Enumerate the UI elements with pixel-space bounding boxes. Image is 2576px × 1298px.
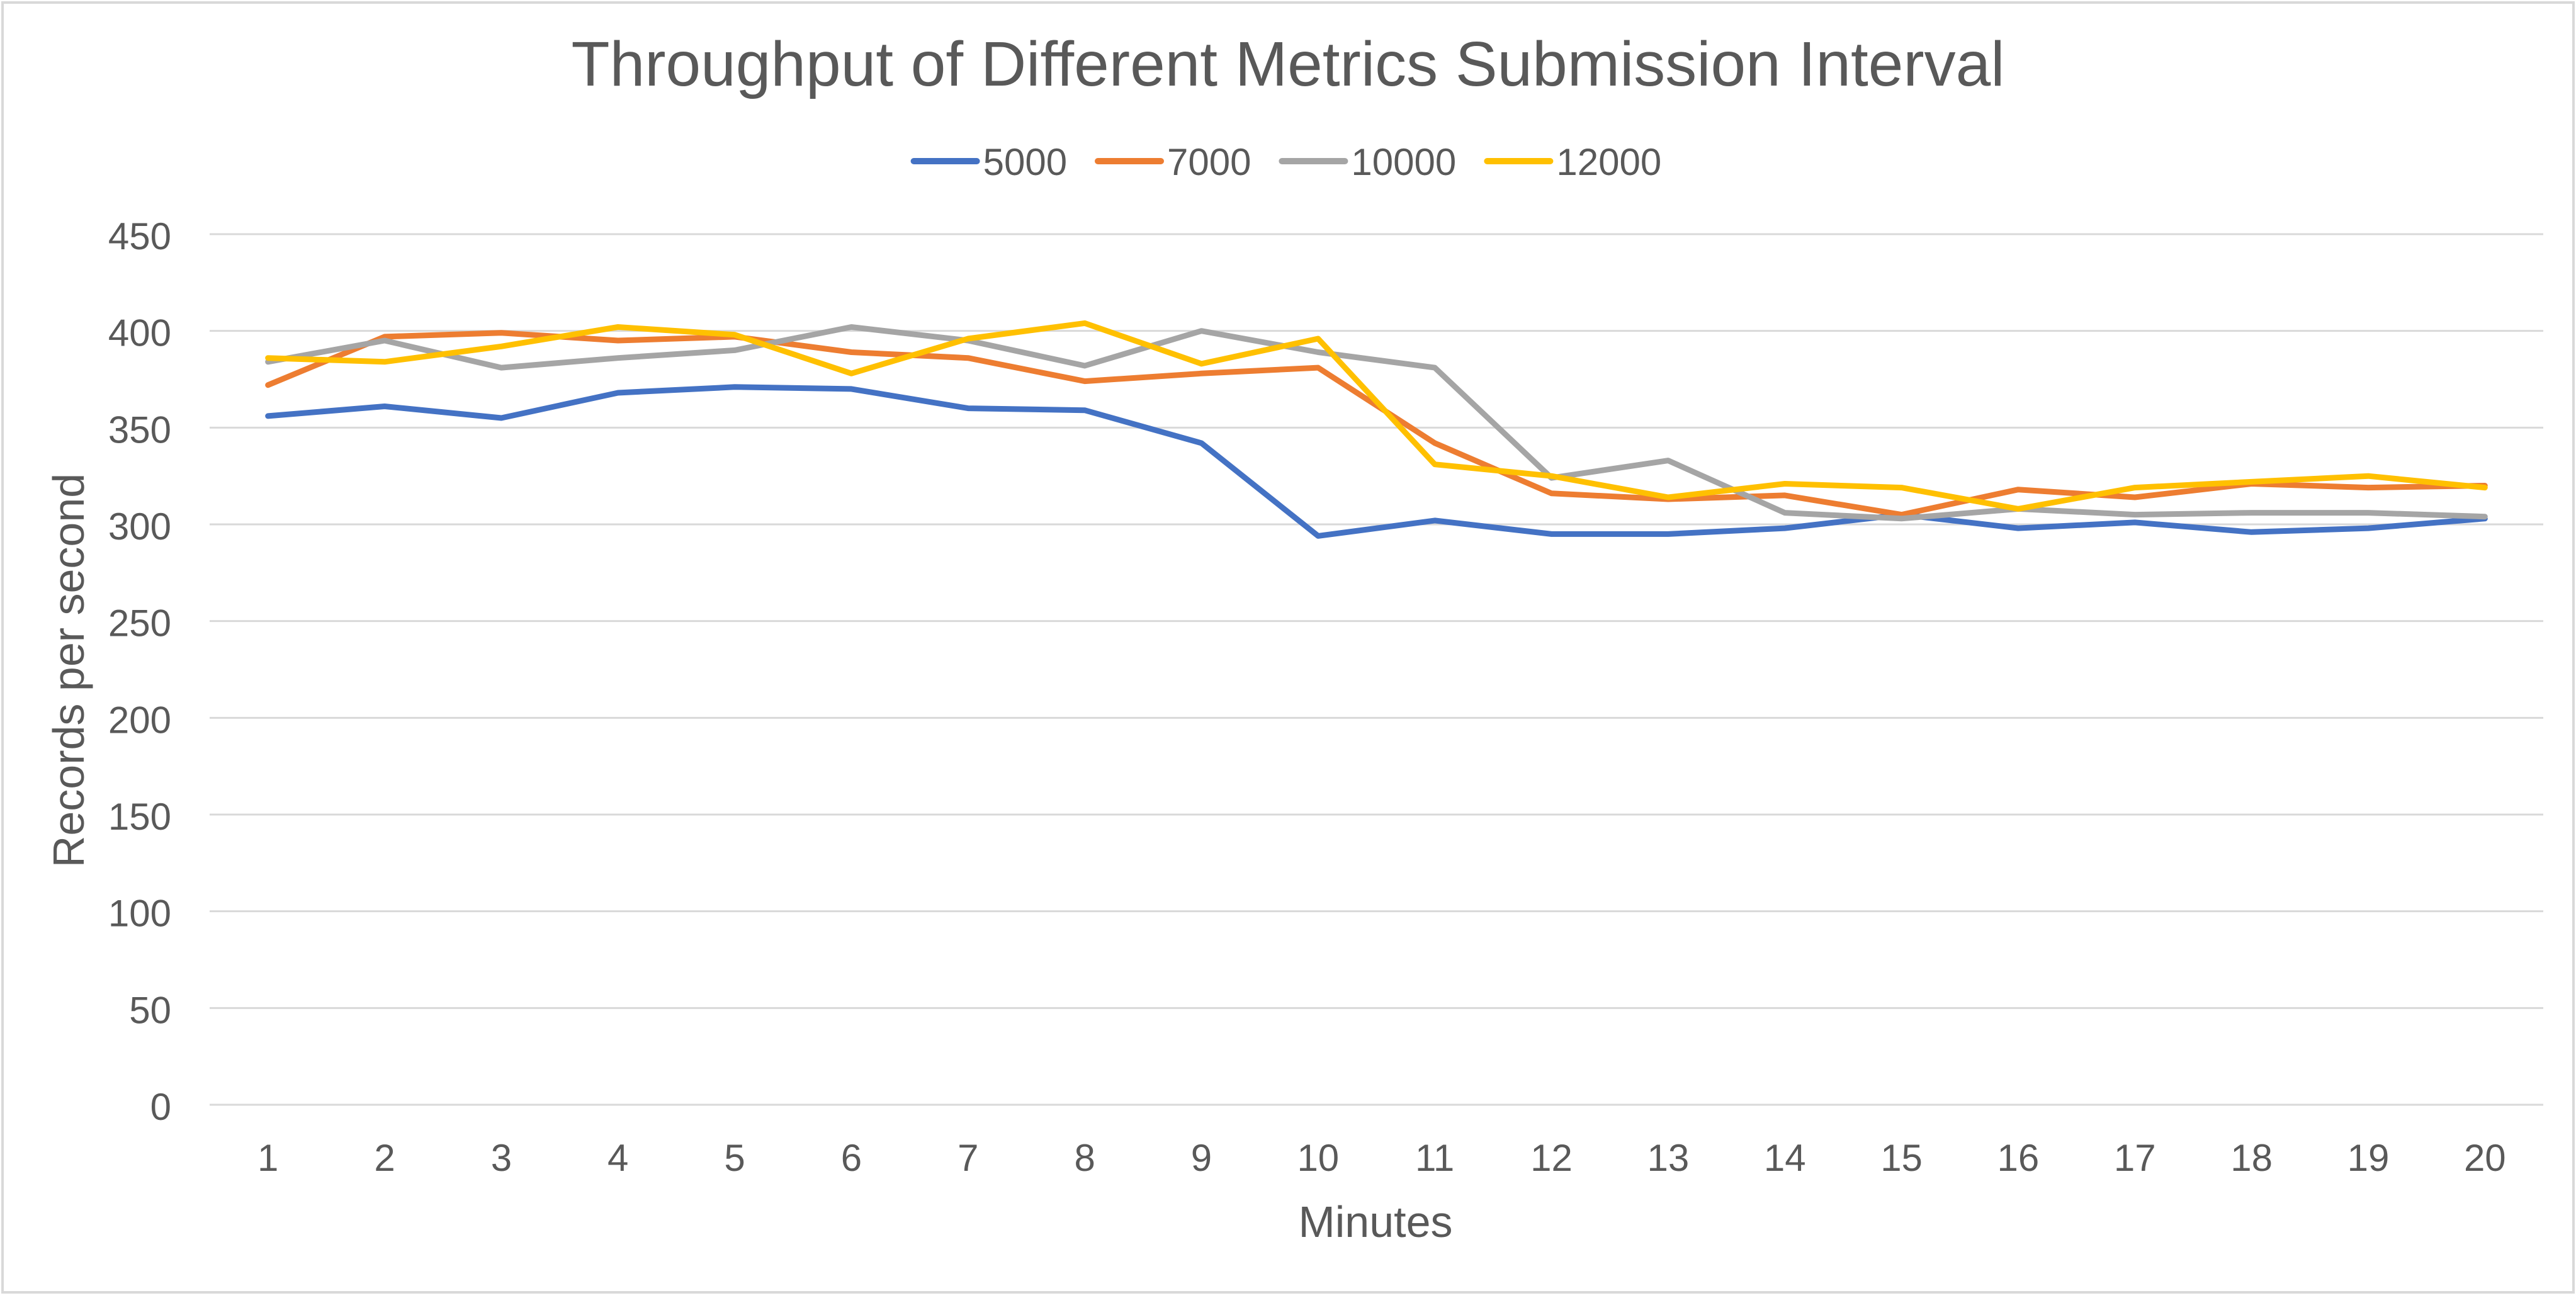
legend-item-5000: 5000 bbox=[910, 141, 1067, 183]
y-tick-label: 0 bbox=[150, 1086, 171, 1128]
x-tick-label: 18 bbox=[2230, 1137, 2273, 1179]
x-tick-label: 6 bbox=[841, 1137, 862, 1179]
x-tick-label: 2 bbox=[374, 1137, 395, 1179]
legend-item-10000: 10000 bbox=[1279, 141, 1456, 183]
x-axis-ticks: 1 2 3 4 5 6 7 8 9 10 11 12 13 14 15 16 17 18 19 20 bbox=[257, 1137, 2506, 1179]
x-tick-label: 12 bbox=[1530, 1137, 1573, 1179]
y-tick-label: 250 bbox=[108, 602, 171, 645]
legend-item-12000: 12000 bbox=[1484, 141, 1661, 183]
series-line-10000 bbox=[265, 324, 2488, 522]
y-tick-label: 100 bbox=[108, 893, 171, 935]
y-tick-label: 150 bbox=[108, 796, 171, 838]
series-line-5000 bbox=[265, 384, 2488, 539]
legend-label: 7000 bbox=[1167, 141, 1251, 183]
y-tick-label: 200 bbox=[108, 699, 171, 741]
legend-label: 12000 bbox=[1556, 141, 1661, 183]
x-tick-label: 7 bbox=[958, 1137, 978, 1179]
x-tick-label: 10 bbox=[1297, 1137, 1339, 1179]
x-tick-label: 5 bbox=[724, 1137, 745, 1179]
legend-label: 5000 bbox=[983, 141, 1067, 183]
chart-title: Throughput of Different Metrics Submissi… bbox=[572, 29, 2005, 99]
y-axis-label: Records per second bbox=[44, 473, 93, 867]
x-tick-label: 17 bbox=[2114, 1137, 2156, 1179]
x-tick-label: 13 bbox=[1647, 1137, 1690, 1179]
series-line-12000 bbox=[265, 320, 2488, 512]
y-tick-label: 450 bbox=[108, 215, 171, 257]
y-tick-label: 50 bbox=[129, 989, 171, 1031]
x-tick-label: 20 bbox=[2464, 1137, 2506, 1179]
y-tick-label: 400 bbox=[108, 312, 171, 354]
x-tick-label: 15 bbox=[1880, 1137, 1923, 1179]
x-tick-label: 8 bbox=[1074, 1137, 1095, 1179]
legend: 5000 7000 10000 12000 bbox=[910, 141, 1661, 183]
x-tick-label: 11 bbox=[1415, 1137, 1454, 1179]
x-tick-label: 1 bbox=[257, 1137, 278, 1179]
legend-item-7000: 7000 bbox=[1095, 141, 1251, 183]
y-tick-label: 350 bbox=[108, 409, 171, 451]
x-tick-label: 14 bbox=[1764, 1137, 1806, 1179]
legend-label: 10000 bbox=[1351, 141, 1456, 183]
y-axis-ticks: 0 50 100 150 200 250 300 350 400 450 bbox=[108, 215, 171, 1128]
x-tick-label: 4 bbox=[607, 1137, 628, 1179]
x-axis-label: Minutes bbox=[1298, 1197, 1452, 1246]
series-lines bbox=[265, 320, 2488, 539]
x-tick-label: 3 bbox=[491, 1137, 512, 1179]
y-tick-label: 300 bbox=[108, 505, 171, 548]
x-tick-label: 19 bbox=[2347, 1137, 2390, 1179]
x-tick-label: 9 bbox=[1191, 1137, 1212, 1179]
x-tick-label: 16 bbox=[1997, 1137, 2040, 1179]
